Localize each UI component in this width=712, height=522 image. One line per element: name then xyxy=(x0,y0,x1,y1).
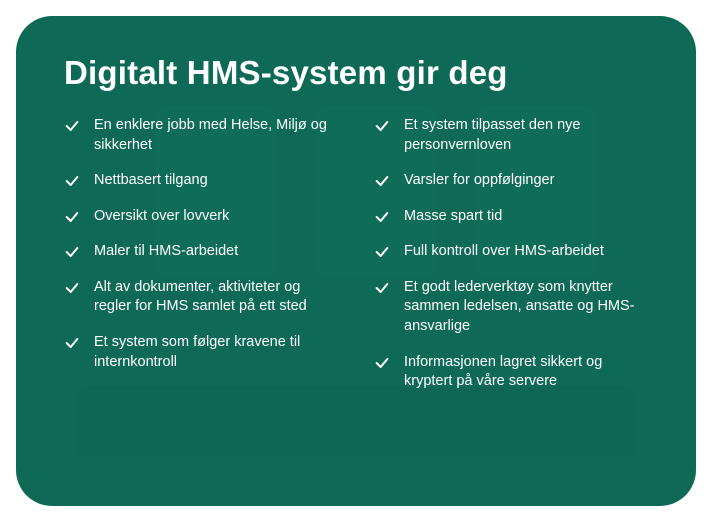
check-icon xyxy=(374,280,390,296)
feature-card: Digitalt HMS-system gir deg En enklere j… xyxy=(16,16,696,506)
feature-text: Et godt lederverktøy som knytter sammen … xyxy=(404,278,648,337)
feature-item: Alt av dokumenter, aktiviteter og regler… xyxy=(64,278,338,317)
feature-item: Et godt lederverktøy som knytter sammen … xyxy=(374,278,648,337)
check-icon xyxy=(374,209,390,225)
feature-text: Informasjonen lagret sikkert og kryptert… xyxy=(404,353,648,392)
feature-item: Masse spart tid xyxy=(374,207,648,227)
feature-text: Full kontroll over HMS-arbeidet xyxy=(404,242,604,262)
feature-item: Full kontroll over HMS-arbeidet xyxy=(374,242,648,262)
check-icon xyxy=(64,335,80,351)
feature-text: Masse spart tid xyxy=(404,207,502,227)
check-icon xyxy=(64,244,80,260)
feature-text: Nettbasert tilgang xyxy=(94,171,208,191)
feature-item: Nettbasert tilgang xyxy=(64,171,338,191)
feature-item: En enklere jobb med Helse, Miljø og sikk… xyxy=(64,116,338,155)
check-icon xyxy=(64,209,80,225)
feature-item: Et system som følger kravene til internk… xyxy=(64,333,338,372)
feature-item: Informasjonen lagret sikkert og kryptert… xyxy=(374,353,648,392)
feature-text: Alt av dokumenter, aktiviteter og regler… xyxy=(94,278,338,317)
feature-item: Oversikt over lovverk xyxy=(64,207,338,227)
check-icon xyxy=(374,173,390,189)
feature-text: En enklere jobb med Helse, Miljø og sikk… xyxy=(94,116,338,155)
check-icon xyxy=(64,173,80,189)
feature-item: Varsler for oppfølginger xyxy=(374,171,648,191)
feature-text: Et system som følger kravene til internk… xyxy=(94,333,338,372)
card-title: Digitalt HMS-system gir deg xyxy=(64,54,648,92)
feature-item: Maler til HMS-arbeidet xyxy=(64,242,338,262)
check-icon xyxy=(374,355,390,371)
feature-text: Oversikt over lovverk xyxy=(94,207,229,227)
check-icon xyxy=(64,118,80,134)
check-icon xyxy=(374,244,390,260)
check-icon xyxy=(374,118,390,134)
feature-column-right: Et system tilpasset den nye personvernlo… xyxy=(374,116,648,408)
feature-columns: En enklere jobb med Helse, Miljø og sikk… xyxy=(64,116,648,408)
feature-item: Et system tilpasset den nye personvernlo… xyxy=(374,116,648,155)
feature-text: Maler til HMS-arbeidet xyxy=(94,242,238,262)
check-icon xyxy=(64,280,80,296)
feature-column-left: En enklere jobb med Helse, Miljø og sikk… xyxy=(64,116,338,408)
feature-text: Varsler for oppfølginger xyxy=(404,171,554,191)
feature-text: Et system tilpasset den nye personvernlo… xyxy=(404,116,648,155)
